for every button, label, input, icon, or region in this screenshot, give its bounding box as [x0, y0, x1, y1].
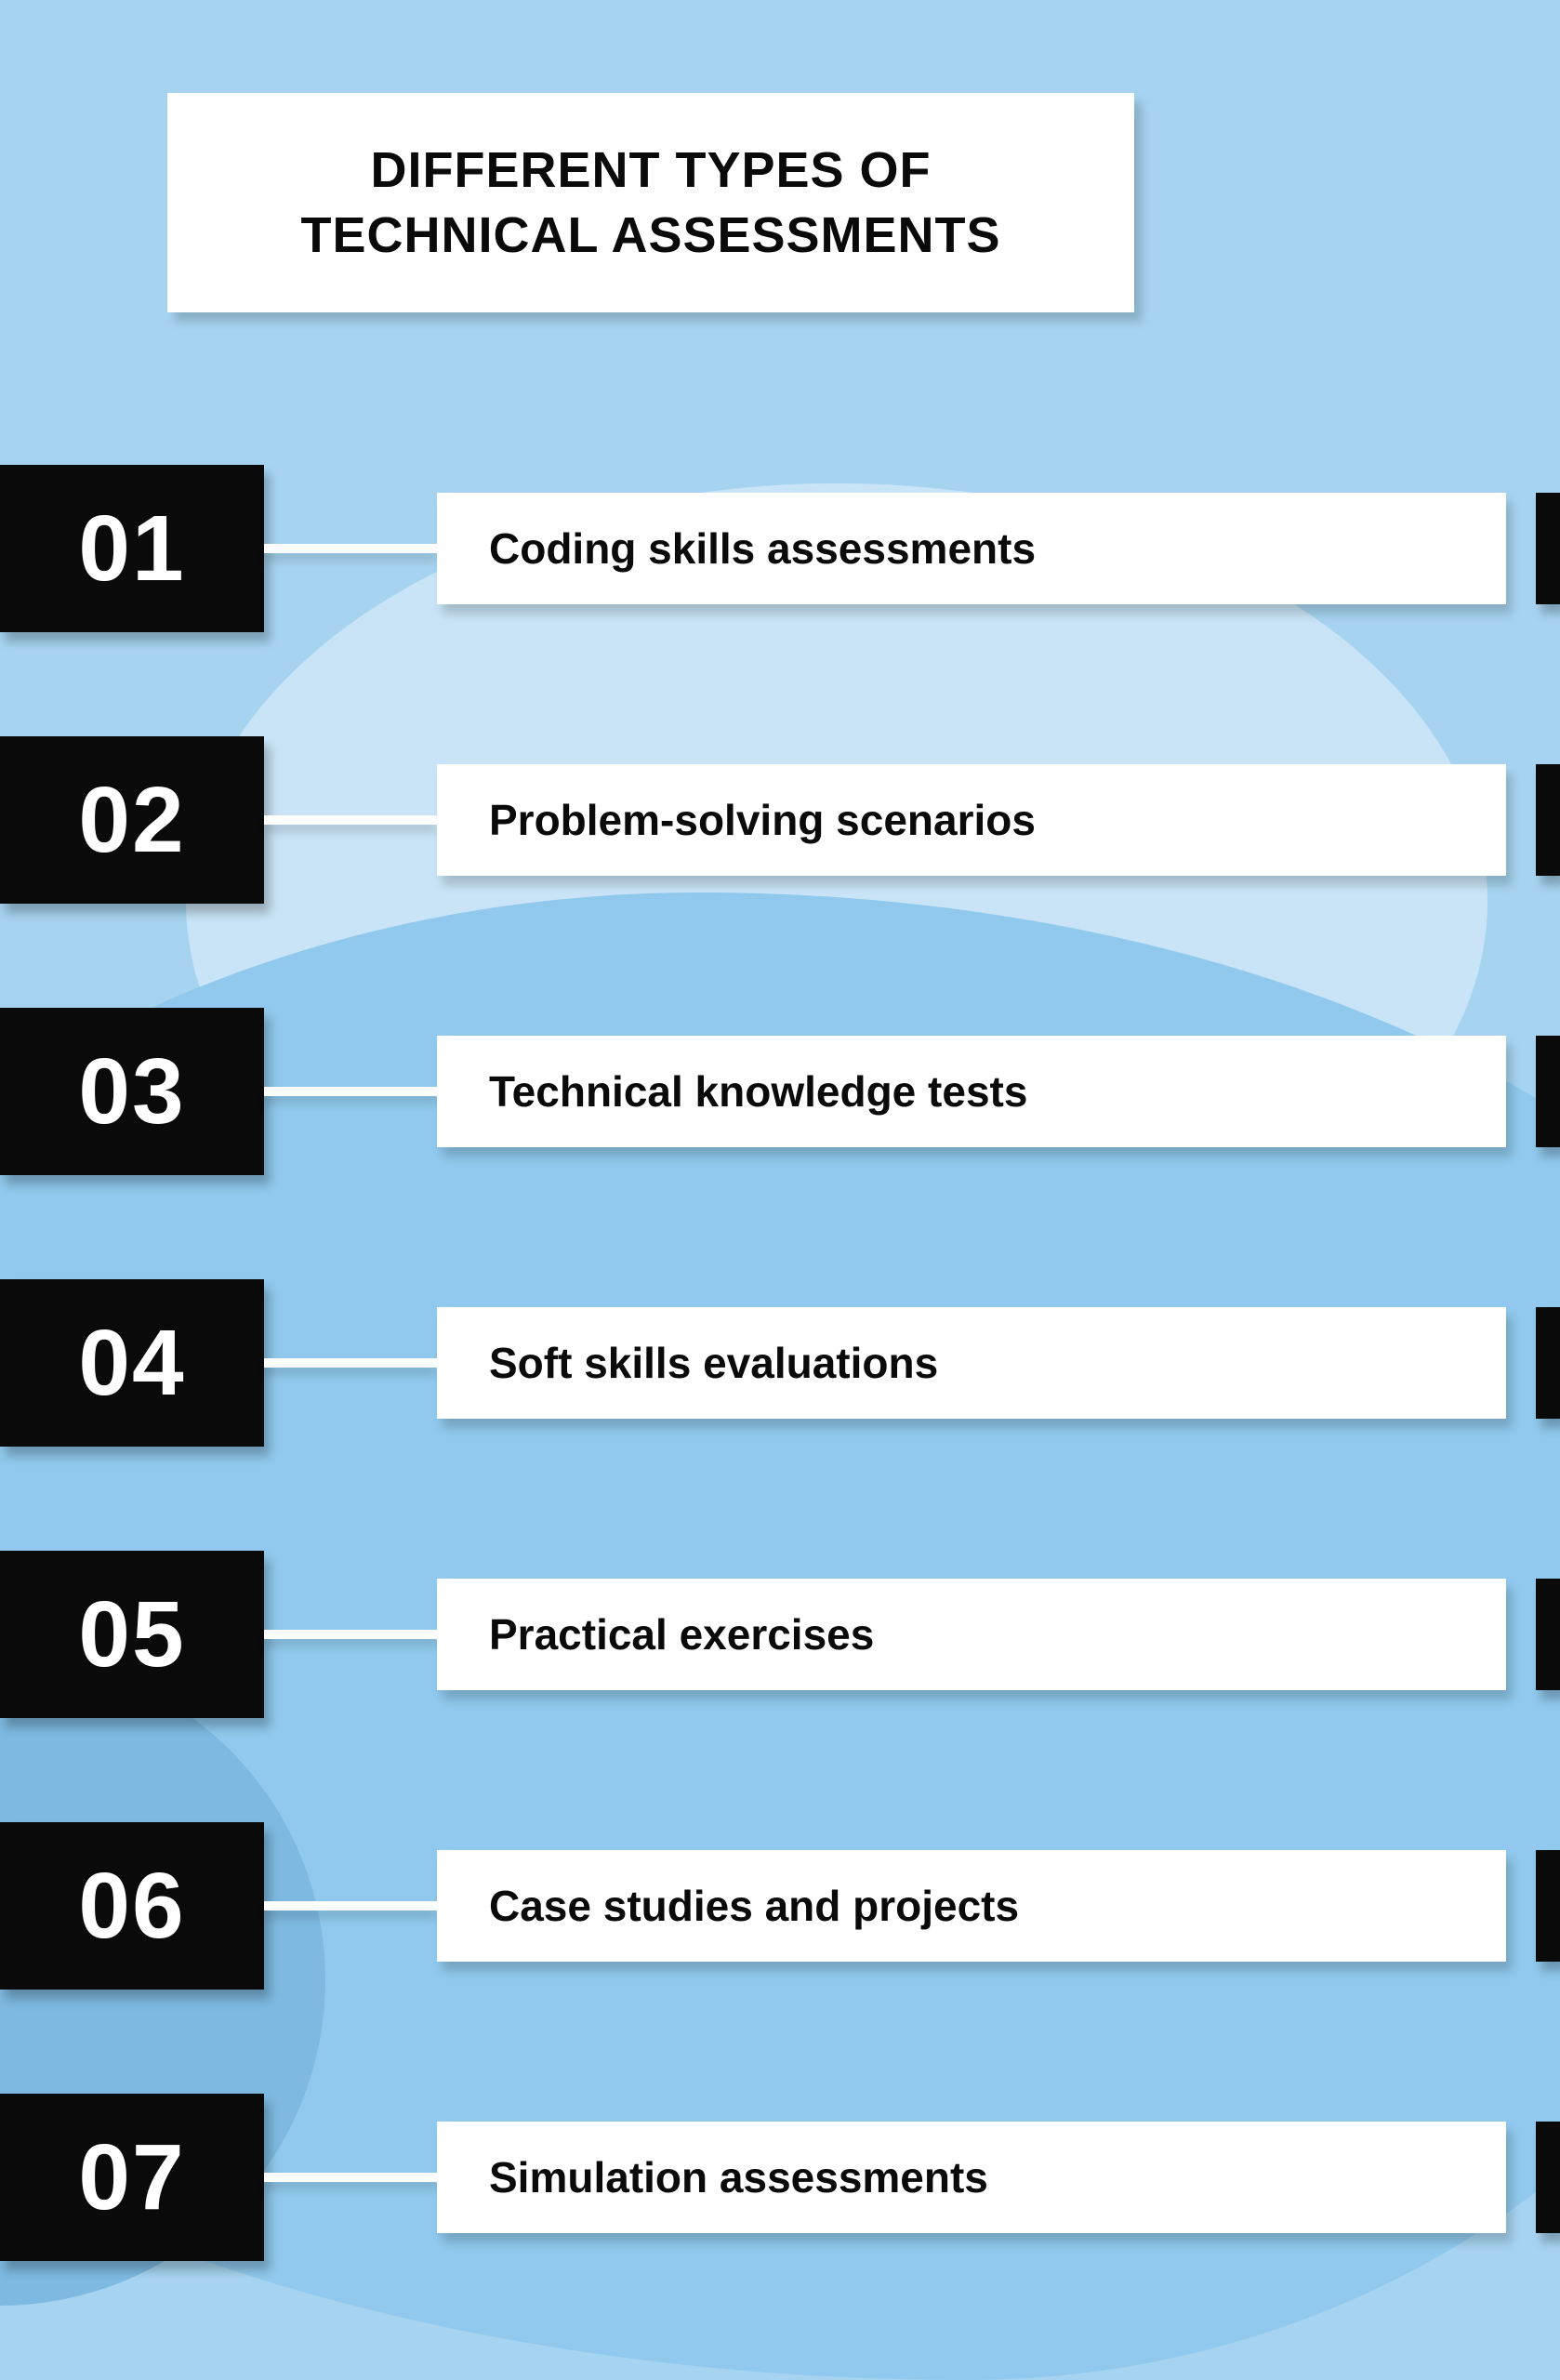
number-text: 03 — [78, 1038, 185, 1145]
label-text: Problem-solving scenarios — [489, 795, 1036, 845]
connector-line — [264, 1087, 437, 1096]
label-text: Simulation assessments — [489, 2152, 988, 2202]
list-item: 02 Problem-solving scenarios — [0, 736, 1560, 904]
label-text: Technical knowledge tests — [489, 1066, 1027, 1117]
number-box: 06 — [0, 1822, 264, 1990]
title-text: DIFFERENT TYPES OF TECHNICAL ASSESSMENTS — [205, 138, 1097, 268]
label-box: Problem-solving scenarios — [437, 764, 1506, 876]
number-box: 02 — [0, 736, 264, 904]
number-box: 03 — [0, 1008, 264, 1175]
number-text: 01 — [78, 496, 185, 602]
label-box: Soft skills evaluations — [437, 1307, 1506, 1419]
label-box: Technical knowledge tests — [437, 1036, 1506, 1147]
label-box: Practical exercises — [437, 1579, 1506, 1690]
number-text: 07 — [78, 2124, 185, 2231]
end-cap — [1536, 1307, 1560, 1419]
list-rows: 01 Coding skills assessments 02 Problem-… — [0, 465, 1560, 2365]
number-box: 05 — [0, 1551, 264, 1718]
end-cap — [1536, 1850, 1560, 1962]
label-box: Coding skills assessments — [437, 493, 1506, 604]
number-box: 04 — [0, 1279, 264, 1447]
number-box: 01 — [0, 465, 264, 632]
connector-line — [264, 2173, 437, 2182]
end-cap — [1536, 493, 1560, 604]
connector-line — [264, 1630, 437, 1639]
list-item: 06 Case studies and projects — [0, 1822, 1560, 1990]
number-text: 04 — [78, 1310, 185, 1417]
infographic-container: DIFFERENT TYPES OF TECHNICAL ASSESSMENTS… — [0, 0, 1560, 2380]
label-text: Coding skills assessments — [489, 523, 1036, 574]
end-cap — [1536, 1036, 1560, 1147]
connector-line — [264, 544, 437, 553]
title-box: DIFFERENT TYPES OF TECHNICAL ASSESSMENTS — [167, 93, 1134, 312]
list-item: 07 Simulation assessments — [0, 2094, 1560, 2261]
label-box: Case studies and projects — [437, 1850, 1506, 1962]
list-item: 01 Coding skills assessments — [0, 465, 1560, 632]
end-cap — [1536, 1579, 1560, 1690]
number-text: 05 — [78, 1581, 185, 1688]
list-item: 04 Soft skills evaluations — [0, 1279, 1560, 1447]
title-line-1: DIFFERENT TYPES OF — [370, 142, 931, 198]
number-text: 02 — [78, 767, 185, 874]
label-box: Simulation assessments — [437, 2122, 1506, 2233]
label-text: Soft skills evaluations — [489, 1338, 938, 1388]
number-text: 06 — [78, 1853, 185, 1960]
label-text: Case studies and projects — [489, 1881, 1019, 1931]
connector-line — [264, 815, 437, 825]
connector-line — [264, 1901, 437, 1911]
end-cap — [1536, 2122, 1560, 2233]
number-box: 07 — [0, 2094, 264, 2261]
connector-line — [264, 1358, 437, 1368]
list-item: 03 Technical knowledge tests — [0, 1008, 1560, 1175]
title-line-2: TECHNICAL ASSESSMENTS — [300, 207, 1000, 263]
list-item: 05 Practical exercises — [0, 1551, 1560, 1718]
label-text: Practical exercises — [489, 1609, 874, 1659]
end-cap — [1536, 764, 1560, 876]
